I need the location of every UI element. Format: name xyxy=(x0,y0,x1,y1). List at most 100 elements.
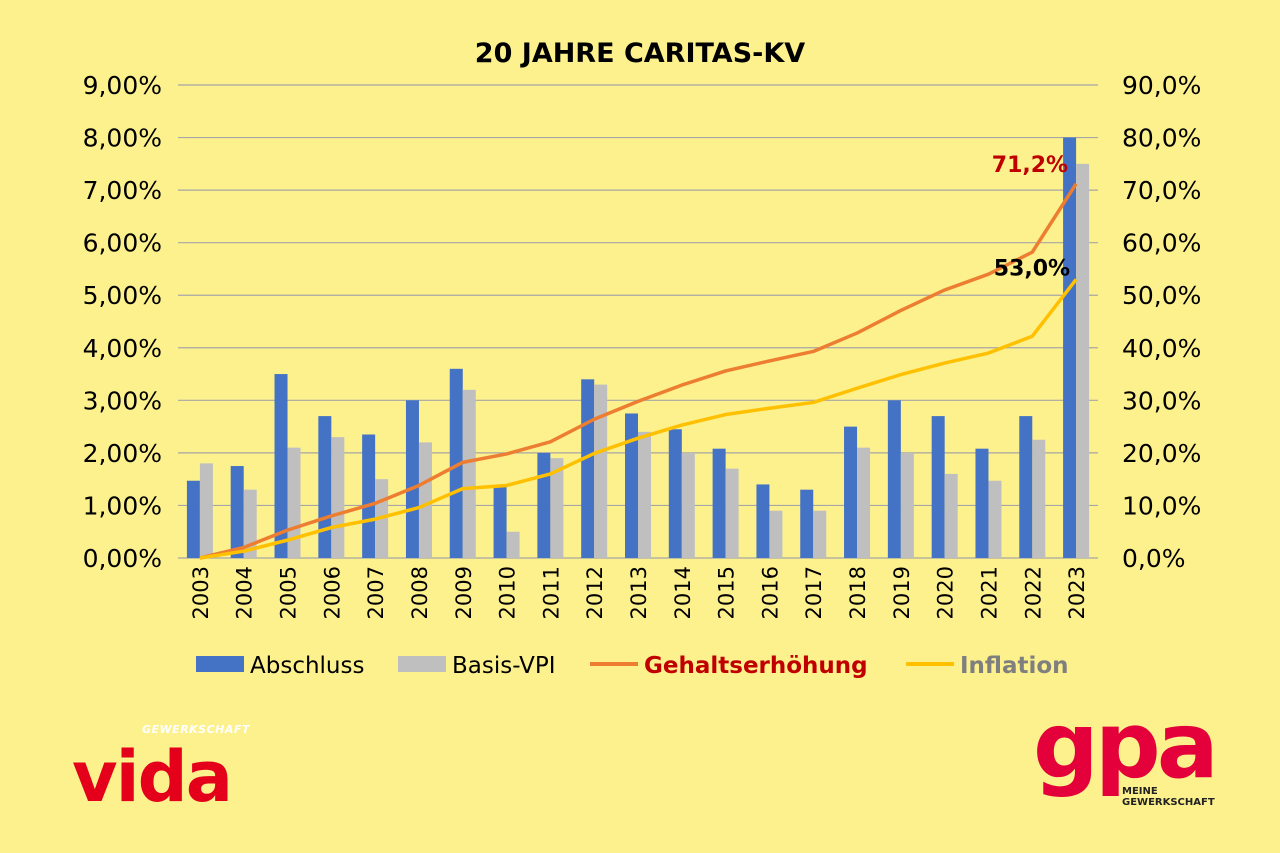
bar-basis-vpi xyxy=(725,468,739,558)
x-tick-label: 2022 xyxy=(1021,566,1045,619)
right-tick-label: 40,0% xyxy=(1122,334,1201,363)
left-tick-label: 2,00% xyxy=(83,439,162,468)
line-inflation xyxy=(199,278,1078,560)
bar-basis-vpi xyxy=(287,447,301,558)
left-tick-label: 0,00% xyxy=(83,544,162,573)
annotation-label: 53,0% xyxy=(994,256,1070,281)
gpa-logo-word: gpa xyxy=(1033,692,1219,799)
x-tick-label: 2014 xyxy=(671,566,695,619)
left-axis-ticks: 0,00% 1,00% 2,00% 3,00% 4,00% 5,00% 6,00% 7,00%… xyxy=(83,71,162,573)
right-tick-label: 10,0% xyxy=(1122,491,1201,520)
x-tick-label: 2004 xyxy=(233,566,257,619)
x-tick-label: 2009 xyxy=(452,566,476,619)
bar-abschluss xyxy=(274,374,288,558)
bar-basis-vpi xyxy=(681,452,695,558)
right-tick-label: 20,0% xyxy=(1122,439,1201,468)
bar-abschluss xyxy=(756,484,770,558)
bar-abschluss xyxy=(318,416,332,558)
bar-basis-vpi xyxy=(506,531,520,558)
left-tick-label: 4,00% xyxy=(83,334,162,363)
bar-basis-vpi xyxy=(243,489,257,558)
bar-basis-vpi xyxy=(199,463,213,558)
bar-basis-vpi xyxy=(462,389,476,558)
right-axis-ticks: 0,0% 10,0% 20,0% 30,0% 40,0% 50,0% 60,0% 70,0% 8… xyxy=(1122,71,1201,573)
bar-abschluss xyxy=(712,448,726,558)
bar-abschluss xyxy=(449,368,463,558)
bar-basis-vpi xyxy=(900,452,914,558)
right-tick-label: 80,0% xyxy=(1122,124,1201,153)
bar-basis-vpi xyxy=(418,442,432,558)
bar-basis-vpi xyxy=(1032,439,1046,558)
right-tick-label: 60,0% xyxy=(1122,229,1201,258)
x-tick-label: 2016 xyxy=(758,566,782,619)
chart-title: 20 JAHRE CARITAS-KV xyxy=(475,38,805,69)
right-tick-label: 90,0% xyxy=(1122,71,1201,100)
legend-label: Inflation xyxy=(960,653,1069,679)
chart: 20 JAHRE CARITAS-KV 0,00% 1,00% 2,00% 3,00%… xyxy=(83,38,1202,679)
annotation-label: 71,2% xyxy=(992,153,1068,178)
bar-basis-vpi xyxy=(813,510,827,558)
bar-basis-vpi xyxy=(988,480,1002,558)
lines xyxy=(199,182,1078,560)
x-tick-label: 2015 xyxy=(715,566,739,619)
x-tick-label: 2006 xyxy=(320,566,344,619)
x-tick-label: 2012 xyxy=(583,566,607,619)
left-tick-label: 9,00% xyxy=(83,71,162,100)
x-tick-label: 2017 xyxy=(802,566,826,619)
bar-abschluss xyxy=(931,416,945,558)
gpa-sub-line2: GEWERKSCHAFT xyxy=(1122,797,1215,808)
bar-abschluss xyxy=(668,429,682,558)
bar-abschluss xyxy=(975,448,989,558)
bar-abschluss xyxy=(1019,416,1033,558)
left-tick-label: 8,00% xyxy=(83,124,162,153)
bar-basis-vpi xyxy=(594,384,608,558)
gpa-sub-line1: MEINE xyxy=(1122,786,1158,797)
line-gehaltserh-hung xyxy=(199,182,1078,560)
bar-abschluss xyxy=(405,400,419,558)
bar-abschluss xyxy=(493,487,507,558)
x-axis-labels: 2003 2004 2005 2006 2007 2008 2009 2010 2011 2012… xyxy=(189,566,1089,619)
right-tick-label: 50,0% xyxy=(1122,281,1201,310)
bars xyxy=(186,137,1090,559)
bar-abschluss xyxy=(887,400,901,558)
legend-label: Abschluss xyxy=(250,653,364,679)
right-tick-label: 30,0% xyxy=(1122,386,1201,415)
left-tick-label: 1,00% xyxy=(83,491,162,520)
bar-abschluss xyxy=(362,434,376,558)
x-tick-label: 2003 xyxy=(189,566,213,619)
bar-abschluss xyxy=(186,480,200,558)
x-tick-label: 2005 xyxy=(277,566,301,619)
legend-swatch xyxy=(196,656,244,672)
bar-abschluss xyxy=(800,489,814,558)
x-tick-label: 2007 xyxy=(364,566,388,619)
left-tick-label: 3,00% xyxy=(83,386,162,415)
bar-abschluss xyxy=(537,452,551,558)
x-tick-label: 2019 xyxy=(890,566,914,619)
legend: Abschluss Basis-VPI Gehaltserhöhung Inflati… xyxy=(196,653,1069,679)
right-tick-label: 0,0% xyxy=(1122,544,1186,573)
right-tick-label: 70,0% xyxy=(1122,176,1201,205)
annotations: 71,2% 53,0% xyxy=(992,153,1070,282)
bar-abschluss xyxy=(1063,137,1077,559)
x-tick-label: 2008 xyxy=(408,566,432,619)
x-tick-label: 2021 xyxy=(977,566,1001,619)
vida-logo-subtitle: GEWERKSCHAFT xyxy=(142,723,250,736)
bar-basis-vpi xyxy=(769,510,783,558)
x-tick-label: 2013 xyxy=(627,566,651,619)
left-tick-label: 5,00% xyxy=(83,281,162,310)
x-tick-label: 2010 xyxy=(496,566,520,619)
left-tick-label: 7,00% xyxy=(83,176,162,205)
vida-logo-word: vida xyxy=(72,736,233,818)
bar-basis-vpi xyxy=(550,458,564,558)
gpa-logo-subtitle: MEINE GEWERKSCHAFT xyxy=(1122,786,1215,808)
x-tick-label: 2018 xyxy=(846,566,870,619)
bar-basis-vpi xyxy=(331,437,345,558)
x-tick-label: 2011 xyxy=(539,566,563,619)
bar-basis-vpi xyxy=(944,473,958,558)
x-tick-label: 2020 xyxy=(934,566,958,619)
bar-abschluss xyxy=(230,466,244,558)
bar-basis-vpi xyxy=(1076,163,1090,559)
x-tick-label: 2023 xyxy=(1065,566,1089,619)
legend-label: Gehaltserhöhung xyxy=(644,653,868,679)
bar-abschluss xyxy=(581,379,595,558)
